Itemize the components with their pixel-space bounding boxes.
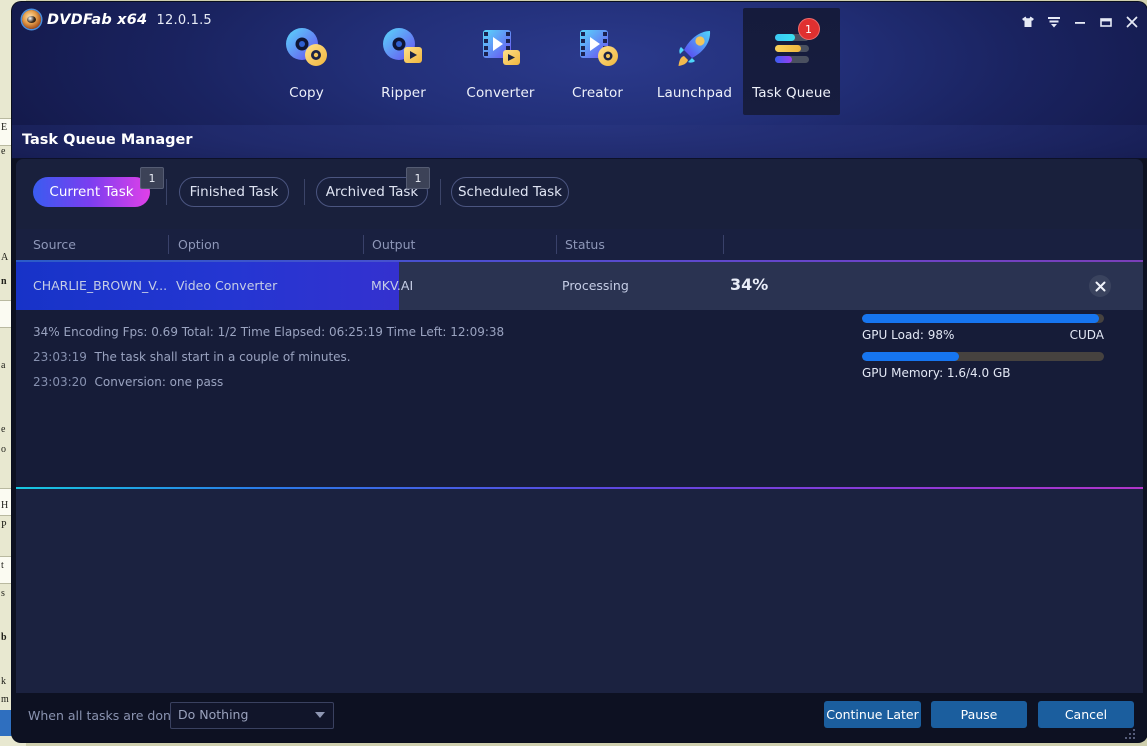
tab-scheduled-task-label: Scheduled Task [457,184,563,200]
cell-status: Processing [562,278,629,293]
tab-scheduled-task[interactable]: Scheduled Task [451,177,569,207]
menu-icon[interactable] [1046,14,1061,29]
resize-grip-icon[interactable] [1125,729,1135,739]
pause-button[interactable]: Pause [931,701,1027,728]
log-entry-1-text: The task shall start in a couple of minu… [94,350,351,364]
task-queue-badge: 1 [797,18,820,40]
app-title-bar: DVDFab x64 12.0.1.5 [22,10,212,29]
app-brand-name: DVDFab x64 12.0.1.5 [47,12,212,28]
when-done-select[interactable]: Do Nothing [170,702,334,729]
column-header-source: Source [33,237,76,252]
log-entry-2: 23:03:20 Conversion: one pass [33,375,223,389]
film-disc-creator-icon [572,22,624,74]
app-header: DVDFab x64 12.0.1.5 [12,2,1147,125]
cell-output: MKV.AI [371,278,414,293]
continue-later-button[interactable]: Continue Later [824,701,921,728]
section-divider [16,487,1143,489]
gpu-memory-bar [862,352,1104,361]
table-row[interactable]: CHARLIE_BROWN_V... Video Converter MKV.A… [16,262,1143,310]
nav-item-task-queue[interactable]: 1 Task Queue [743,8,840,115]
disc-ripper-icon [378,22,430,74]
row-progress-fill [16,262,400,310]
brand-arch: x64 [117,11,148,28]
nav-label-task-queue: Task Queue [752,85,831,101]
rocket-icon [669,22,721,74]
when-done-label: When all tasks are done: [28,708,183,723]
tab-archived-task-label: Archived Task [325,184,419,200]
nav-item-converter[interactable]: Converter [452,8,549,115]
cell-option: Video Converter [176,278,278,293]
gpu-load-bar-fill [862,314,1100,323]
column-header-output: Output [372,237,416,252]
row-close-icon[interactable] [1089,275,1111,297]
nav-label-copy: Copy [289,85,324,101]
task-queue-bars-icon: 1 [766,18,820,74]
column-header-option: Option [178,237,220,252]
app-version: 12.0.1.5 [156,12,212,28]
detail-stats: 34% Encoding Fps: 0.69 Total: 1/2 Time E… [33,325,505,339]
task-queue-content: Current Task 1 Finished Task Archived Ta… [16,159,1143,693]
main-navigation: Copy Ripper [258,8,840,115]
nav-item-ripper[interactable]: Ripper [355,8,452,115]
gpu-memory-label: GPU Memory: 1.6/4.0 GB [862,366,1011,380]
page-title-bar: Task Queue Manager [12,125,1147,159]
task-detail-panel: 34% Encoding Fps: 0.69 Total: 1/2 Time E… [16,310,1143,487]
log-entry-2-text: Conversion: one pass [94,375,224,389]
dvdfab-main-window: DVDFab x64 12.0.1.5 [12,2,1147,742]
maximize-icon[interactable] [1098,14,1113,29]
nav-item-creator[interactable]: Creator [549,8,646,115]
dvdfab-logo-icon [22,10,41,29]
pause-label: Pause [960,707,998,722]
cell-progress-percent: 34% [730,275,769,294]
cell-source: CHARLIE_BROWN_V... [33,278,168,293]
cancel-button[interactable]: Cancel [1038,701,1134,728]
nav-item-launchpad[interactable]: Launchpad [646,8,743,115]
gpu-stats: GPU Load: 98% CUDA GPU Memory: 1.6/4.0 G… [862,314,1104,390]
film-converter-icon [475,22,527,74]
nav-item-copy[interactable]: Copy [258,8,355,115]
gpu-memory-bar-fill [862,352,959,361]
log-entry-2-time: 23:03:20 [33,375,87,389]
nav-label-launchpad: Launchpad [656,85,733,101]
tab-current-task[interactable]: Current Task [33,177,150,207]
task-tabs: Current Task 1 Finished Task Archived Ta… [16,159,1143,229]
gpu-engine-label: CUDA [1069,328,1104,342]
table-header: Source Option Output Status [16,229,1143,261]
close-icon[interactable] [1124,14,1139,29]
gpu-load-bar [862,314,1104,323]
gpu-load-label: GPU Load: 98% [862,328,955,342]
window-controls [1020,14,1139,29]
chevron-down-icon [315,712,325,718]
gpu-load-row: GPU Load: 98% CUDA [862,328,1104,342]
minimize-icon[interactable] [1072,14,1087,29]
table-header-underline [16,260,1143,262]
tab-current-task-badge: 1 [140,167,164,189]
continue-later-label: Continue Later [826,707,919,722]
nav-label-ripper: Ripper [381,85,426,101]
gpu-memory-row: GPU Memory: 1.6/4.0 GB [862,366,1104,380]
nav-label-creator: Creator [571,85,624,101]
tab-archived-task-badge: 1 [406,167,430,189]
nav-label-converter: Converter [466,85,535,101]
tab-finished-task[interactable]: Finished Task [179,177,289,207]
tab-archived-task[interactable]: Archived Task [316,177,428,207]
empty-task-area [16,489,1143,693]
theme-icon[interactable] [1020,14,1035,29]
log-entry-1-time: 23:03:19 [33,350,87,364]
tab-current-task-label: Current Task [49,184,134,200]
brand-text: DVDFab [47,11,112,28]
tab-finished-task-label: Finished Task [189,184,279,200]
log-entry-1: 23:03:19 The task shall start in a coupl… [33,350,351,364]
page-title: Task Queue Manager [22,132,193,148]
column-header-status: Status [565,237,605,252]
disc-copy-icon [281,22,333,74]
cancel-label: Cancel [1064,707,1108,722]
when-done-value: Do Nothing [178,707,249,722]
